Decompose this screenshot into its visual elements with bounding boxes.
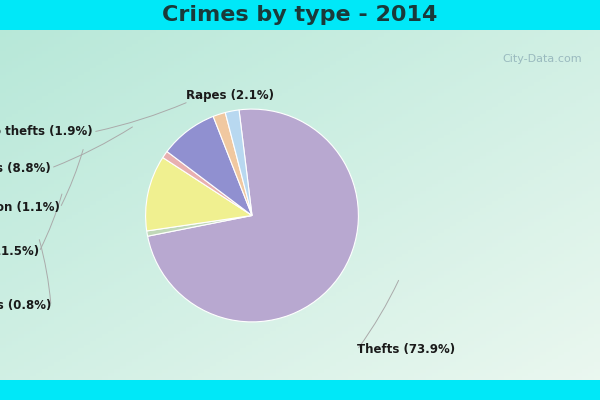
Wedge shape: [213, 112, 252, 216]
Text: Arson (1.1%): Arson (1.1%): [0, 202, 60, 214]
Wedge shape: [225, 110, 252, 216]
Text: Thefts (73.9%): Thefts (73.9%): [357, 344, 455, 356]
Text: Rapes (2.1%): Rapes (2.1%): [186, 90, 274, 102]
Wedge shape: [146, 158, 252, 231]
Text: City-Data.com: City-Data.com: [502, 54, 582, 64]
Wedge shape: [163, 152, 252, 216]
Text: Crimes by type - 2014: Crimes by type - 2014: [163, 5, 437, 25]
Text: Robberies (0.8%): Robberies (0.8%): [0, 300, 51, 312]
Wedge shape: [167, 116, 252, 216]
Text: Burglaries (11.5%): Burglaries (11.5%): [0, 246, 39, 258]
Wedge shape: [148, 109, 358, 322]
Wedge shape: [147, 216, 252, 236]
Text: Auto thefts (1.9%): Auto thefts (1.9%): [0, 126, 93, 138]
Text: Assaults (8.8%): Assaults (8.8%): [0, 162, 51, 174]
